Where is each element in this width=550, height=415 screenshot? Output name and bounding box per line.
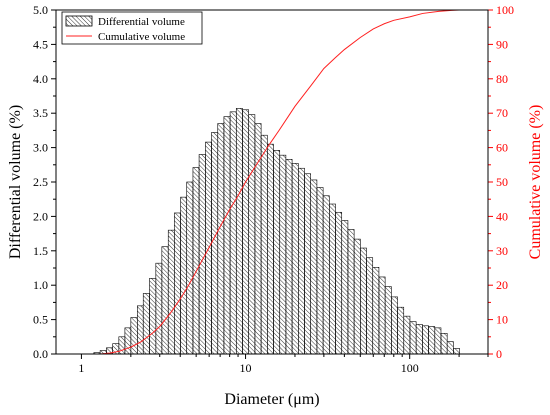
bar-5 xyxy=(124,327,132,355)
bar-40 xyxy=(341,220,349,355)
bar-43 xyxy=(360,247,367,355)
x-tick-label-0: 1 xyxy=(78,361,84,375)
y2-tick-label-9: 90 xyxy=(496,37,508,51)
bar-48 xyxy=(391,296,398,355)
bar-39 xyxy=(335,211,343,355)
bar-47 xyxy=(384,286,392,355)
bar-56 xyxy=(440,333,448,355)
plot-frame xyxy=(55,9,489,355)
y2-tick-label-0: 0 xyxy=(496,347,502,361)
bar-10 xyxy=(155,262,163,355)
bar-14 xyxy=(180,196,188,355)
y-tick-label-0: 0.0 xyxy=(33,347,48,361)
y-tick-label-3: 1.5 xyxy=(33,244,48,258)
bar-33 xyxy=(298,167,305,355)
bar-51 xyxy=(409,321,417,355)
y-tick-label-10: 5.0 xyxy=(33,3,48,17)
bar-21 xyxy=(223,116,231,355)
bar-36 xyxy=(316,187,324,355)
x-axis-label: Diameter (μm) xyxy=(224,391,319,408)
bar-28 xyxy=(267,143,274,355)
y2-tick-label-7: 70 xyxy=(496,106,508,120)
bar-58 xyxy=(453,348,460,355)
bar-41 xyxy=(347,229,355,355)
y-tick-label-8: 4.0 xyxy=(33,72,48,86)
differential-volume-bars xyxy=(93,108,460,355)
bar-50 xyxy=(403,315,411,355)
cumulative-volume-line xyxy=(100,9,475,355)
x-tick-label-1: 10 xyxy=(240,361,252,375)
bar-27 xyxy=(260,134,268,355)
bar-35 xyxy=(310,179,318,355)
bar-23 xyxy=(235,108,243,355)
bar-45 xyxy=(372,267,380,355)
bar-9 xyxy=(149,278,157,355)
bar-17 xyxy=(198,154,206,355)
bar-32 xyxy=(291,163,299,355)
bar-55 xyxy=(434,327,442,355)
bar-6 xyxy=(130,317,138,355)
y2-tick-label-8: 80 xyxy=(496,72,508,86)
y2-tick-label-2: 20 xyxy=(496,278,508,292)
bar-52 xyxy=(415,324,423,355)
y-tick-label-6: 3.0 xyxy=(33,141,48,155)
y-tick-label-4: 2.0 xyxy=(33,209,48,223)
y2-tick-label-6: 60 xyxy=(496,141,508,155)
bar-57 xyxy=(446,341,454,355)
bar-7 xyxy=(137,305,144,355)
bar-16 xyxy=(192,167,200,355)
legend-label-differential: Differential volume xyxy=(98,16,185,28)
bar-49 xyxy=(397,306,405,355)
y-tick-label-2: 1.0 xyxy=(33,278,48,292)
y2-tick-label-1: 10 xyxy=(496,313,508,327)
bar-11 xyxy=(161,246,169,355)
legend-label-cumulative: Cumulative volume xyxy=(98,31,185,43)
bar-24 xyxy=(242,109,249,355)
bar-44 xyxy=(366,257,374,355)
legend: Differential volume Cumulative volume xyxy=(61,11,203,45)
bar-25 xyxy=(248,114,256,355)
y2-tick-label-3: 30 xyxy=(496,244,508,258)
x-tick-label-2: 100 xyxy=(401,361,419,375)
bar-22 xyxy=(229,111,237,355)
bar-42 xyxy=(353,238,361,355)
bar-31 xyxy=(285,158,293,355)
y-tick-label-9: 4.5 xyxy=(33,37,48,51)
y-tick-label-5: 2.5 xyxy=(33,175,48,189)
bar-8 xyxy=(142,293,150,355)
bar-30 xyxy=(279,154,287,355)
y-tick-label-1: 0.5 xyxy=(33,313,48,327)
y2-tick-label-5: 50 xyxy=(496,175,508,189)
y-tick-label-7: 3.5 xyxy=(33,106,48,120)
bar-46 xyxy=(378,276,386,355)
bar-19 xyxy=(211,132,219,355)
bar-38 xyxy=(329,203,336,355)
y2-axis-label: Cumulative volume (%) xyxy=(527,105,544,260)
bar-20 xyxy=(217,123,225,355)
y-axis-label: Differential volume (%) xyxy=(7,105,24,259)
bar-12 xyxy=(167,229,175,355)
bar-54 xyxy=(428,326,436,355)
bar-34 xyxy=(304,173,312,355)
legend-swatch-differential xyxy=(65,15,93,27)
bar-53 xyxy=(422,325,429,355)
y2-tick-label-10: 100 xyxy=(496,3,514,17)
bar-13 xyxy=(173,212,181,355)
bar-37 xyxy=(322,195,330,355)
bar-15 xyxy=(186,181,194,355)
bar-29 xyxy=(273,150,281,355)
y2-tick-label-4: 40 xyxy=(496,209,508,223)
